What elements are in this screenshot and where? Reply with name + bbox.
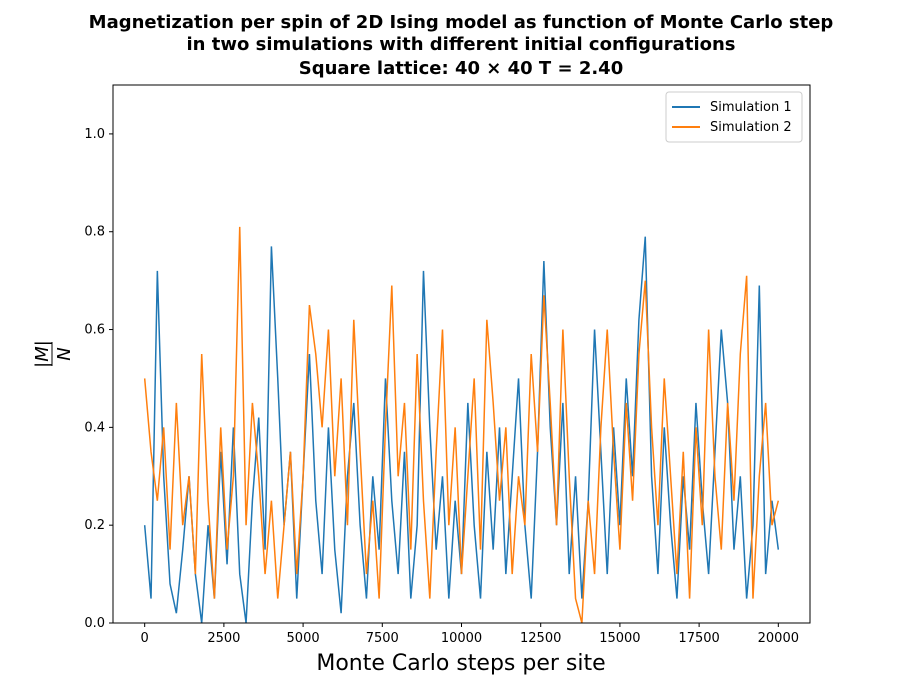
x-tick-label: 15000 — [599, 631, 640, 646]
x-tick-label: 2500 — [207, 631, 240, 646]
x-axis-label: Monte Carlo steps per site — [316, 651, 605, 676]
chart-title: in two simulations with different initia… — [186, 34, 735, 55]
y-tick-label: 0.2 — [84, 518, 105, 533]
x-tick-label: 0 — [141, 631, 149, 646]
y-tick-label: 0.0 — [84, 616, 105, 631]
plot-frame — [112, 84, 811, 624]
y-axis-label: |M| N — [32, 340, 75, 368]
y-tick-label: 0.4 — [84, 420, 105, 435]
x-tick-label: 12500 — [520, 631, 561, 646]
y-label-denominator: N — [54, 347, 75, 360]
y-tick-label: 1.0 — [84, 127, 105, 142]
legend-label: Simulation 1 — [710, 100, 792, 115]
x-tick-label: 5000 — [287, 631, 320, 646]
line-series — [143, 226, 780, 624]
legend-box — [665, 91, 803, 143]
x-tick-label: 17500 — [678, 631, 719, 646]
x-tick-label: 10000 — [441, 631, 482, 646]
chart-title: Magnetization per spin of 2D Ising model… — [89, 12, 834, 33]
y-label-numerator: |M| — [32, 340, 53, 368]
y-tick-label: 0.8 — [84, 225, 105, 240]
x-tick-label: 7500 — [366, 631, 399, 646]
y-tick-label: 0.6 — [84, 323, 105, 338]
legend: Simulation 1 Simulation 2 — [665, 91, 803, 143]
legend-label: Simulation 2 — [710, 120, 792, 135]
x-tick-label: 20000 — [758, 631, 799, 646]
chart-title: Square lattice: 40 × 40 T = 2.40 — [299, 58, 623, 79]
